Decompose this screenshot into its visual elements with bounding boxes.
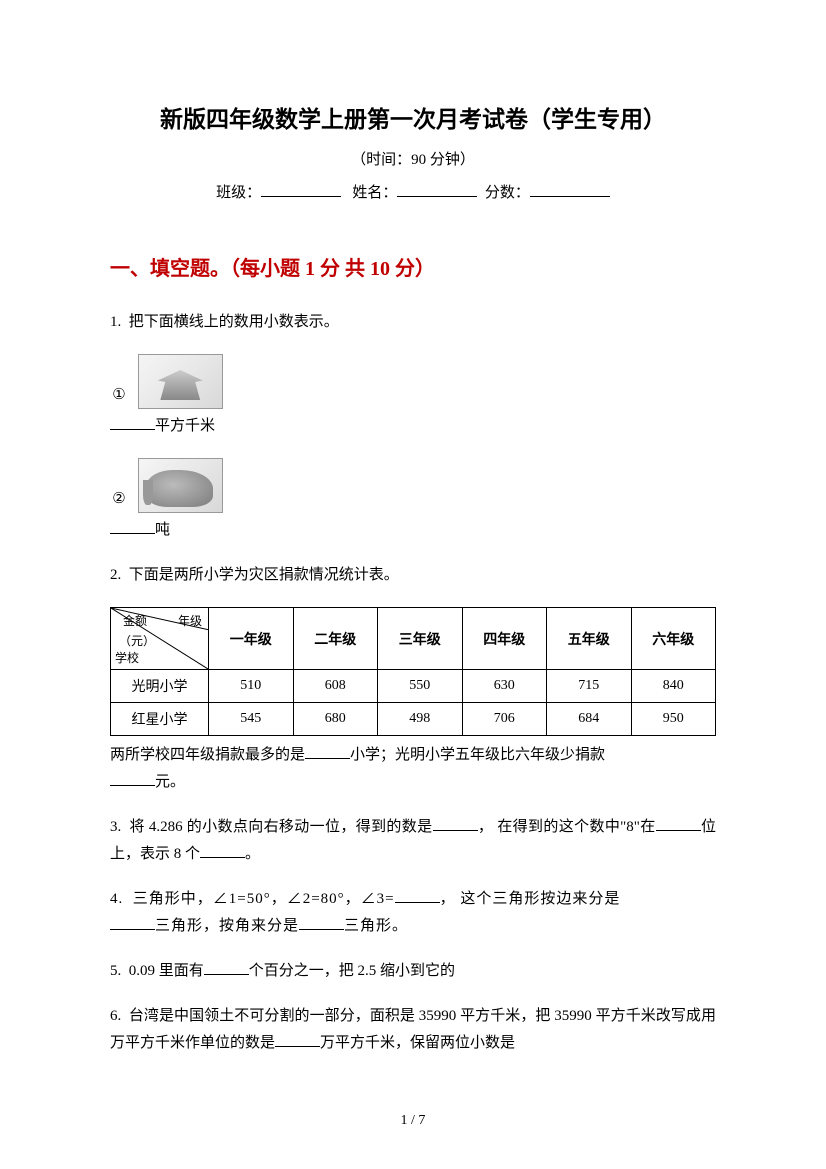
q4-a: 三角形中，∠1=50°，∠2=80°，∠3= [133,891,395,907]
question-2: 2. 下面是两所小学为灾区捐款情况统计表。 [110,562,716,589]
student-info-line: 班级： 姓名： 分数： [110,181,716,202]
col-head: 三年级 [378,608,463,670]
page-number: 1 / 7 [0,1113,826,1129]
time-note: （时间：90 分钟） [110,148,716,169]
donation-table: 金额 年级 （元） 学校 一年级 二年级 三年级 四年级 五年级 六年级 光明小… [110,607,716,736]
cell: 545 [209,703,294,736]
section-1-heading: 一、填空题。（每小题 1 分 共 10 分） [110,252,716,281]
page-title: 新版四年级数学上册第一次月考试卷（学生专用） [110,100,716,134]
q2-followup: 两所学校四年级捐款最多的是 小学；光明小学五年级比六年级少捐款元。 [110,742,716,796]
q4-blank-2[interactable] [110,915,155,930]
q2-blank-2[interactable] [110,771,155,786]
q5-a: 0.09 里面有 [129,963,204,979]
q1-blank-2[interactable] [110,519,155,534]
q1-item-1: ① [110,354,716,409]
q5-b: 个百分之一，把 2.5 缩小到它的 [249,963,455,979]
col-head: 二年级 [293,608,378,670]
q4-num: 4. [110,891,123,907]
q1-unit-2: 吨 [155,522,170,538]
q3-d: 。 [245,846,260,862]
class-blank[interactable] [261,182,341,197]
score-blank[interactable] [530,182,610,197]
name-blank[interactable] [397,182,477,197]
class-label: 班级： [216,185,261,201]
question-4: 4. 三角形中，∠1=50°，∠2=80°，∠3= ， 这个三角形按边来分是三角形… [110,886,716,940]
cell: 498 [378,703,463,736]
q3-blank-1[interactable] [433,816,478,831]
corner-top2-label: 年级 [178,612,202,629]
q4-b: ， 这个三角形按边来分是 [440,891,621,907]
col-head: 四年级 [462,608,547,670]
q4-c: 三角形，按角来分是 [155,918,299,934]
q3-a: 将 4.286 的小数点向右移动一位，得到的数是 [129,819,432,835]
q6-num: 6. [110,1008,121,1024]
question-1: 1. 把下面横线上的数用小数表示。 [110,309,716,336]
col-head: 六年级 [631,608,716,670]
cell: 684 [547,703,632,736]
question-5: 5. 0.09 里面有 个百分之一，把 2.5 缩小到它的 [110,958,716,985]
q2-blank-1[interactable] [305,744,350,759]
question-6: 6. 台湾是中国领土不可分割的一部分，面积是 35990 平方千米，把 3599… [110,1003,716,1057]
cell: 706 [462,703,547,736]
cell: 840 [631,670,716,703]
q1-num: 1. [110,314,121,330]
pagoda-image [138,354,223,409]
q1-item-1-line: 平方千米 [110,413,716,440]
circled-2-icon: ② [110,486,128,513]
circled-1-icon: ① [110,382,128,409]
q2-after-b: 小学；光明小学五年级比六年级少捐款 [350,747,605,763]
corner-top-label: 金额 [123,612,147,629]
q4-blank-1[interactable] [395,888,440,903]
q3-blank-2[interactable] [656,816,701,831]
cell: 680 [293,703,378,736]
row-name: 红星小学 [111,703,209,736]
q1-item-2-line: 吨 [110,517,716,544]
q4-blank-3[interactable] [299,915,344,930]
cell: 550 [378,670,463,703]
q2-after-c: 元。 [155,774,185,790]
q3-num: 3. [110,819,121,835]
q1-unit-1: 平方千米 [155,418,215,434]
q2-after-a: 两所学校四年级捐款最多的是 [110,747,305,763]
q6-blank-1[interactable] [275,1032,320,1047]
table-row: 红星小学 545 680 498 706 684 950 [111,703,716,736]
q5-blank-1[interactable] [204,960,249,975]
table-corner-cell: 金额 年级 （元） 学校 [111,608,209,670]
q3-b: ， 在得到的这个数中"8"在 [478,819,656,835]
q4-d: 三角形。 [344,918,408,934]
corner-bot-label: 学校 [115,649,139,666]
score-label: 分数： [485,185,530,201]
col-head: 一年级 [209,608,294,670]
cell: 630 [462,670,547,703]
q3-blank-3[interactable] [200,843,245,858]
row-name: 光明小学 [111,670,209,703]
q1-text: 把下面横线上的数用小数表示。 [129,314,339,330]
q1-blank-1[interactable] [110,415,155,430]
q1-item-2: ② [110,458,716,513]
table-row: 光明小学 510 608 550 630 715 840 [111,670,716,703]
q5-num: 5. [110,963,121,979]
name-label: 姓名： [352,185,397,201]
cell: 715 [547,670,632,703]
cell: 608 [293,670,378,703]
q2-num: 2. [110,567,121,583]
question-3: 3. 将 4.286 的小数点向右移动一位，得到的数是 ， 在得到的这个数中"8"… [110,814,716,868]
corner-mid-label: （元） [119,632,155,649]
cell: 950 [631,703,716,736]
col-head: 五年级 [547,608,632,670]
cell: 510 [209,670,294,703]
elephant-image [138,458,223,513]
q2-text: 下面是两所小学为灾区捐款情况统计表。 [129,567,399,583]
table-header-row: 金额 年级 （元） 学校 一年级 二年级 三年级 四年级 五年级 六年级 [111,608,716,670]
q6-b: 万平方千米，保留两位小数是 [320,1035,515,1051]
